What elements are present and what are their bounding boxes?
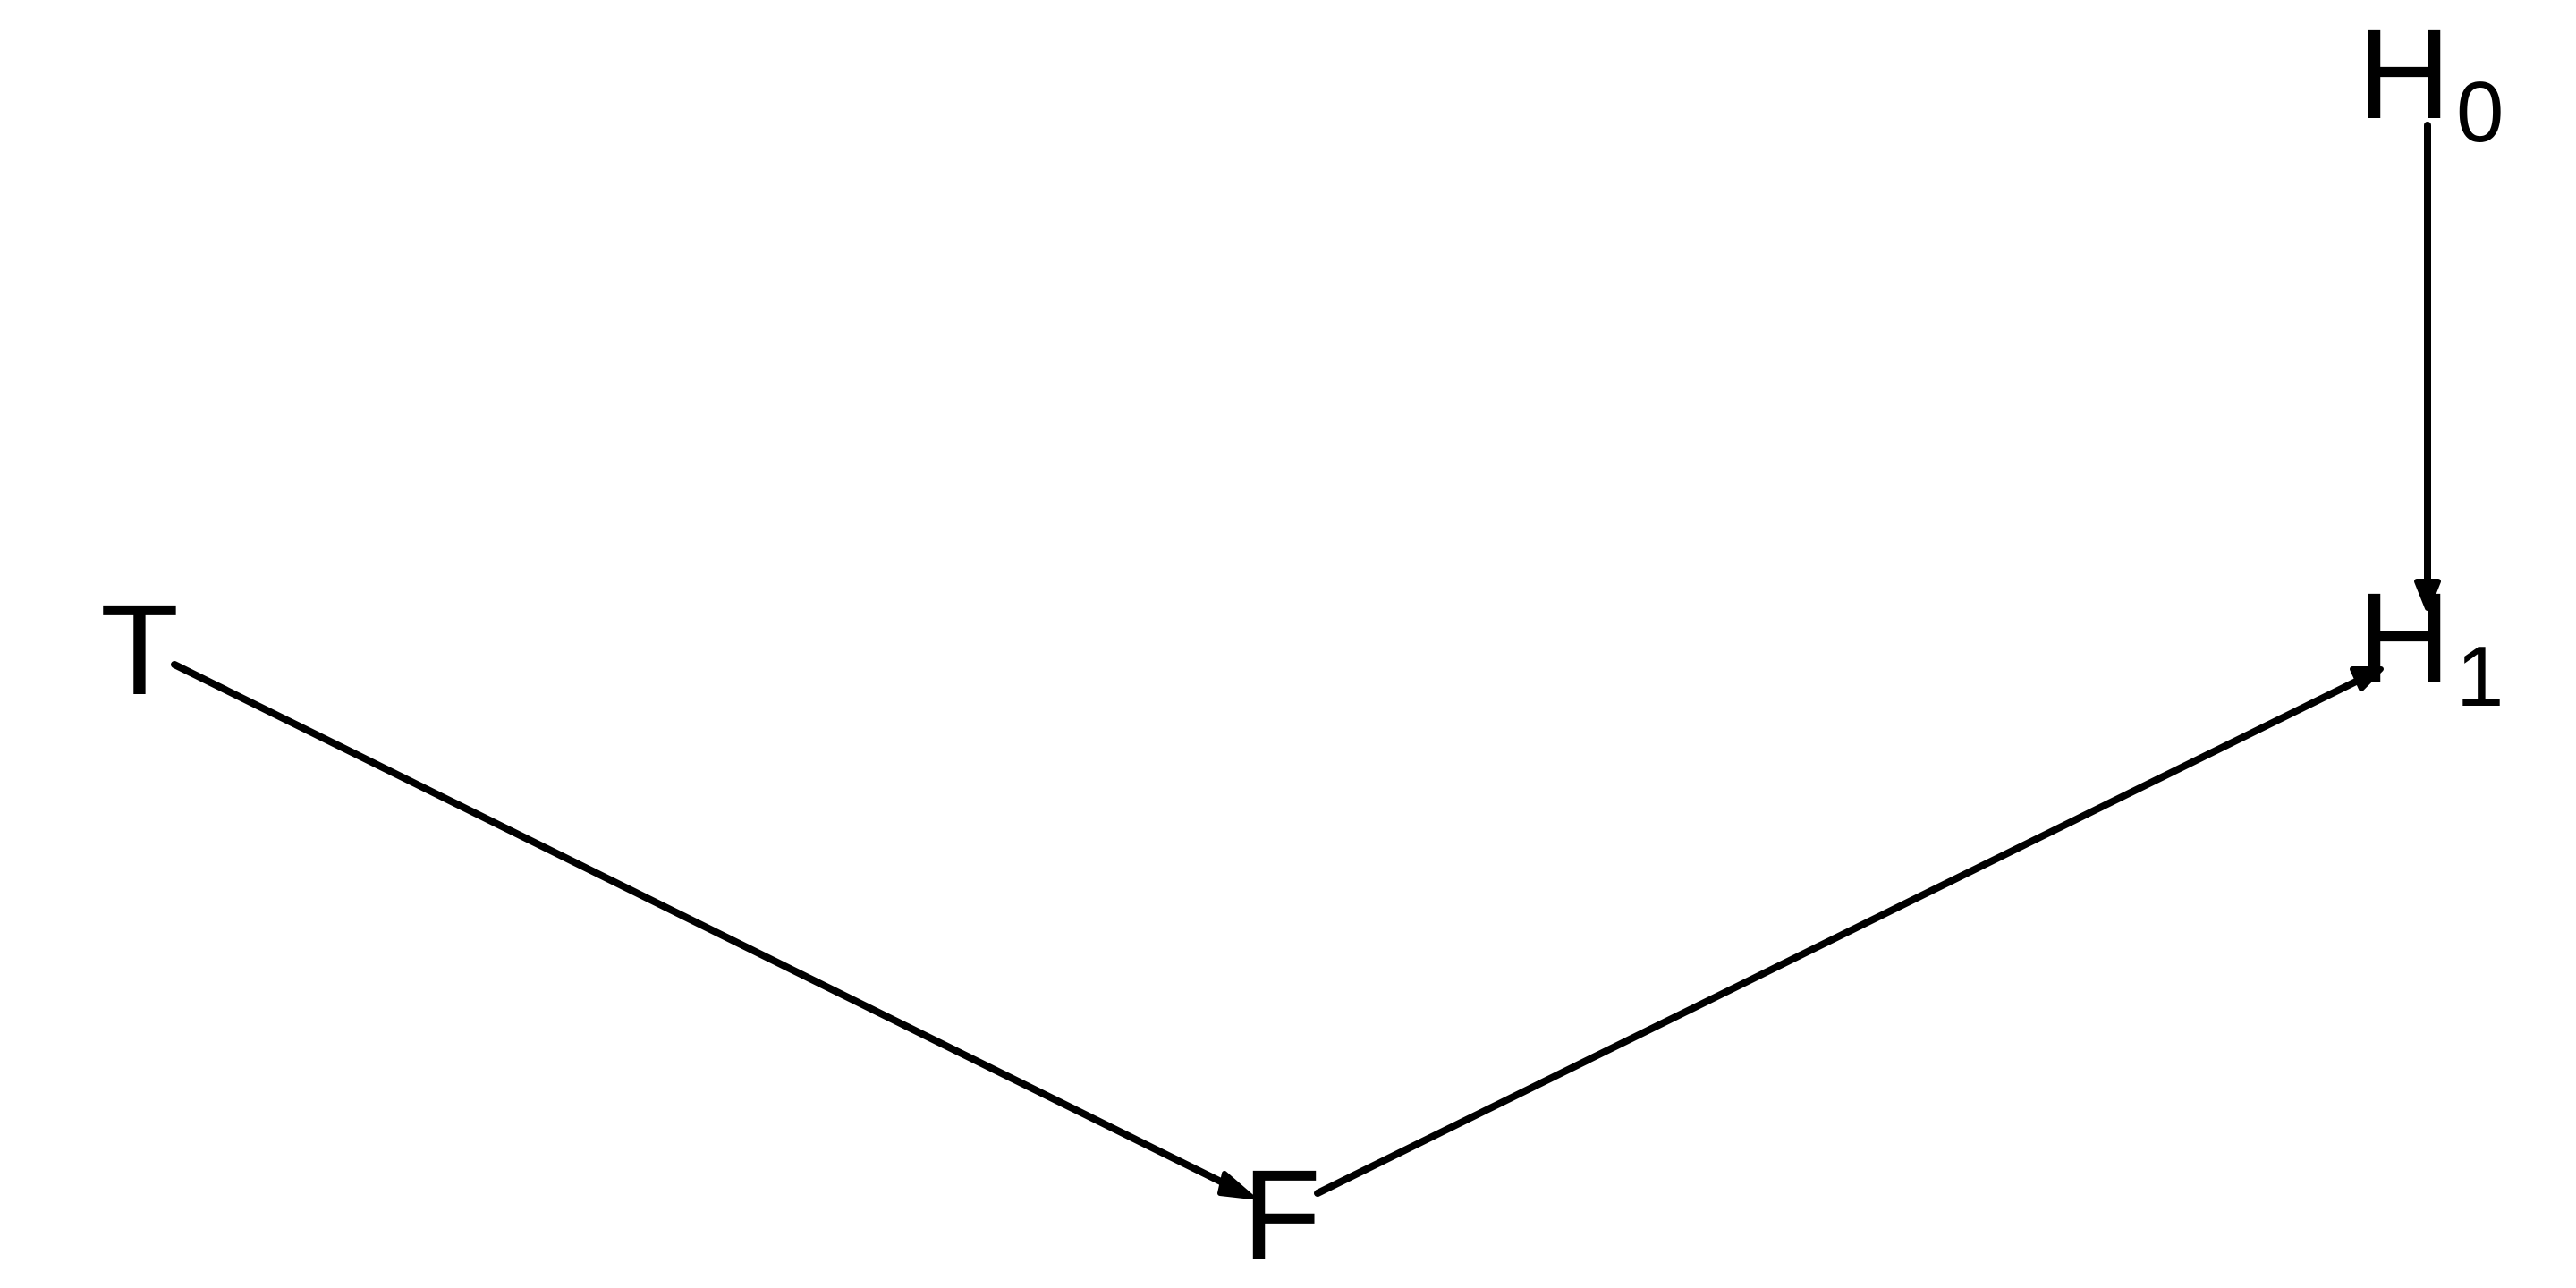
node-h1-subscript: 1 (2456, 629, 2504, 724)
edge-f-to-h1 (1314, 666, 2384, 1197)
edges (171, 122, 2441, 1199)
edge-t-to-f (171, 661, 1254, 1199)
node-h0-label: H (2358, 2, 2451, 146)
node-h1: H1 (2358, 566, 2504, 724)
node-f: F (1242, 1143, 1321, 1287)
edge-h0-to-h1 (2414, 122, 2441, 611)
node-t: T (100, 578, 179, 722)
edge-line (1314, 676, 2363, 1197)
node-h1-label: H (2358, 566, 2451, 710)
node-t-label: T (100, 578, 179, 722)
arrowhead-icon (2414, 579, 2441, 611)
nodes: T F H1 H0 (100, 2, 2504, 1287)
node-f-label: F (1242, 1143, 1321, 1287)
node-h0-subscript: 0 (2456, 64, 2504, 160)
arrowhead-icon (2350, 666, 2384, 691)
edge-line (171, 661, 1233, 1190)
node-h0: H0 (2358, 2, 2504, 160)
arrowhead-icon (1217, 1171, 1254, 1199)
